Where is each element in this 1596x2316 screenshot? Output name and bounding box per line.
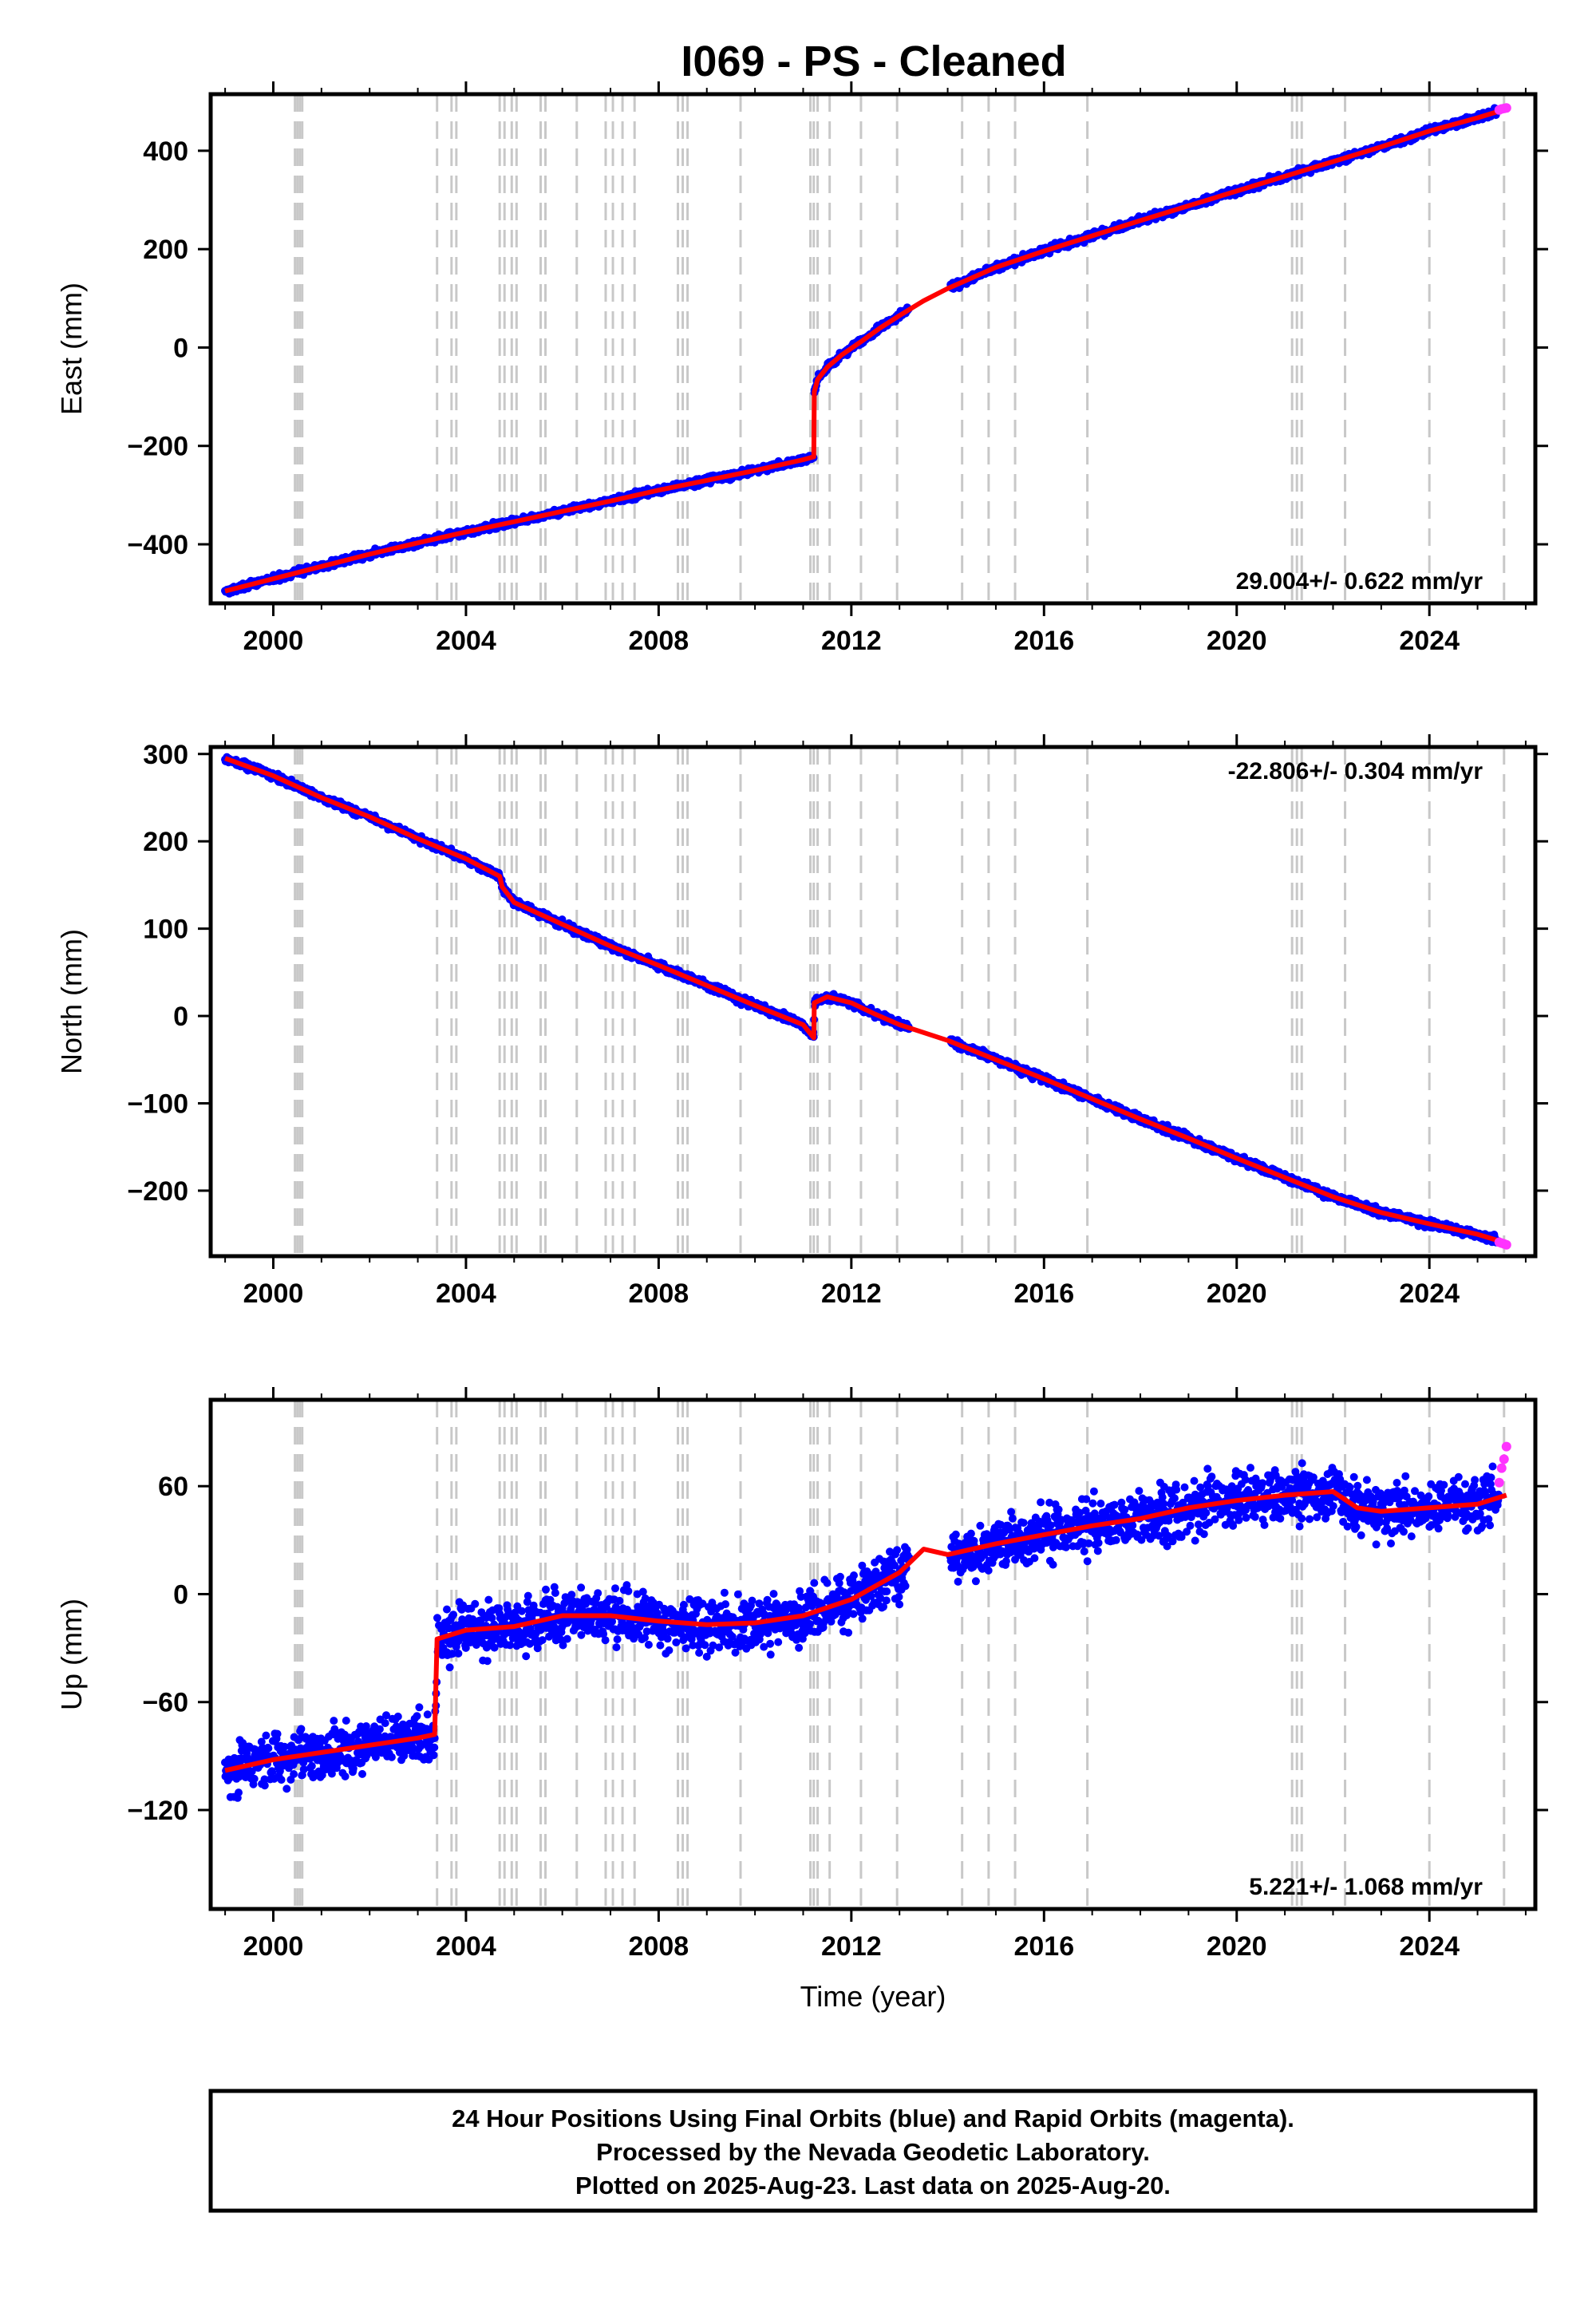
footer-line-1: 24 Hour Positions Using Final Orbits (bl…	[452, 2105, 1294, 2132]
north-y-tick-label: 0	[173, 1002, 188, 1032]
east-y-tick-label: 200	[143, 235, 188, 265]
north-x-tick-label: 2012	[821, 1279, 882, 1309]
up-y-tick-label: −60	[142, 1688, 188, 1718]
up-model-line	[224, 1489, 1507, 1773]
up-x-tick-label: 2024	[1399, 1931, 1460, 1962]
up-x-tick-label: 2008	[629, 1931, 689, 1962]
east-x-tick-label: 2008	[629, 626, 689, 656]
north-y-tick-label: 100	[143, 915, 188, 945]
up-x-tick-label: 2012	[821, 1931, 882, 1962]
east-rapid-orbit-point	[1501, 103, 1511, 113]
north-panel: 2000 2004 2008 2012 2016 2020 2024 −200 −100 0 100…	[55, 734, 1548, 1309]
north-x-tick-label: 2024	[1399, 1279, 1460, 1309]
up-frame	[208, 1397, 1538, 1911]
up-rapid-orbit-point	[1496, 1463, 1507, 1473]
north-y-tick-label: −100	[127, 1089, 188, 1119]
east-x-tick-label: 2020	[1207, 626, 1267, 656]
north-frame	[208, 745, 1538, 1259]
chart-title: I069 - PS - Cleaned	[681, 38, 1066, 85]
east-x-tick-label: 2024	[1399, 626, 1460, 656]
panels: 2000 2004 2008 2012 2016 2020 2024−400−2000200…	[55, 81, 1548, 2013]
up-panel: 2000 2004 2008 2012 2016 2020 2024 −120 −60 0 60 Up…	[55, 1387, 1548, 2013]
up-rapid-orbit-point	[1499, 1454, 1509, 1464]
east-y-tick-label: −400	[127, 530, 188, 560]
east-panel: 2000 2004 2008 2012 2016 2020 2024 −400 −200 0 200…	[55, 81, 1548, 656]
north-x-tick-label: 2004	[436, 1279, 496, 1309]
north-x-tick-label: 2000	[243, 1279, 304, 1309]
up-x-tick-label: 2016	[1013, 1931, 1074, 1962]
east-x-tick-label: 2012	[821, 626, 882, 656]
east-y-tick-label: 0	[173, 333, 188, 363]
north-x-tick-label: 2008	[629, 1279, 689, 1309]
north-x-tick-label: 2020	[1207, 1279, 1267, 1309]
east-y-tick-label: 400	[143, 136, 188, 167]
north-y-tick-label: 300	[143, 740, 188, 770]
east-x-tick-label: 2016	[1013, 626, 1074, 656]
up-x-tick-label: 2004	[436, 1931, 496, 1962]
north-x-tick-label: 2016	[1013, 1279, 1074, 1309]
east-x-tick-label: 2004	[436, 626, 496, 656]
up-y-axis-label: Up (mm)	[55, 1599, 88, 1710]
north-final-orbit-points	[221, 753, 1503, 1247]
footer-line-3: Plotted on 2025-Aug-23. Last data on 202…	[575, 2172, 1171, 2199]
east-rate-label: 29.004+/- 0.622 mm/yr	[1236, 568, 1483, 595]
up-rapid-orbit-point	[1501, 1441, 1511, 1452]
up-rapid-orbit-point	[1494, 1477, 1504, 1488]
up-x-tick-label: 2020	[1207, 1931, 1267, 1962]
up-y-tick-label: −120	[127, 1796, 188, 1826]
footer-box	[208, 2089, 1538, 2213]
east-y-axis-label: East (mm)	[55, 283, 88, 415]
north-rapid-orbit-point	[1501, 1239, 1511, 1250]
up-y-tick-label: 0	[173, 1579, 188, 1610]
north-y-axis-label: North (mm)	[55, 929, 88, 1074]
north-y-tick-label: 200	[143, 827, 188, 857]
north-rate-label: -22.806+/- 0.304 mm/yr	[1228, 758, 1483, 785]
footer-line-2: Processed by the Nevada Geodetic Laborat…	[596, 2138, 1150, 2166]
up-x-tick-label: 2000	[243, 1931, 304, 1962]
north-y-tick-label: −200	[127, 1176, 188, 1207]
east-x-tick-label: 2000	[243, 626, 304, 656]
up-x-axis-label: Time (year)	[800, 1980, 946, 2013]
east-final-orbit-points	[221, 104, 1503, 598]
up-y-tick-label: 60	[158, 1472, 188, 1502]
north-model-line	[224, 756, 1507, 1246]
east-model-line	[224, 106, 1507, 594]
up-rate-label: 5.221+/- 1.068 mm/yr	[1249, 1874, 1483, 1900]
east-frame	[208, 92, 1538, 606]
east-y-tick-label: −200	[127, 432, 188, 462]
